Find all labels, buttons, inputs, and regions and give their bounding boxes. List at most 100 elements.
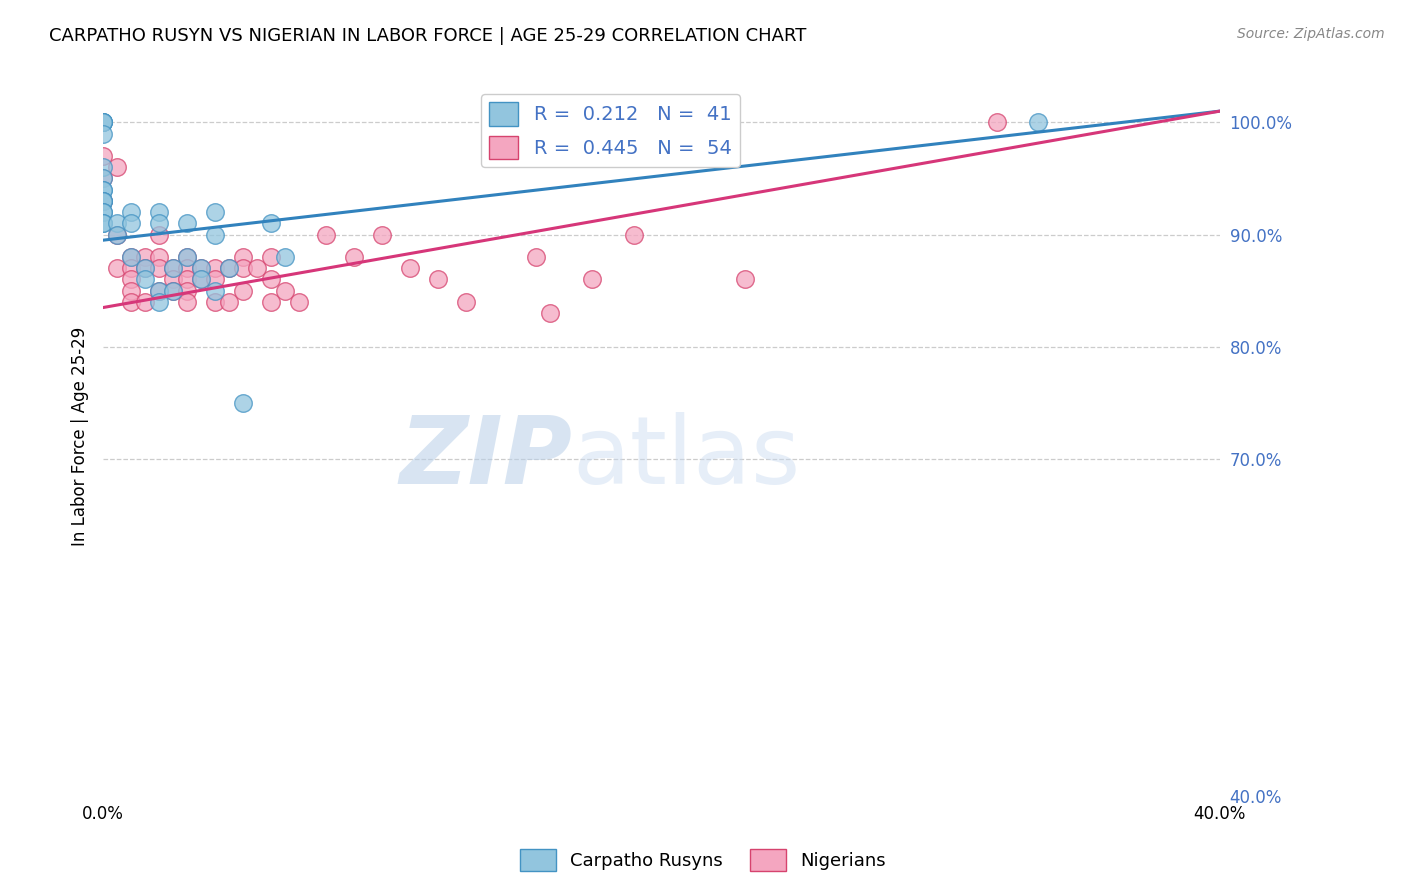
Point xyxy=(120,250,142,264)
Point xyxy=(581,272,603,286)
Point xyxy=(91,194,114,208)
Point xyxy=(162,261,184,276)
Point xyxy=(120,272,142,286)
Point xyxy=(91,205,114,219)
Point xyxy=(105,261,128,276)
Point xyxy=(232,261,254,276)
Point xyxy=(91,115,114,129)
Legend: Carpatho Rusyns, Nigerians: Carpatho Rusyns, Nigerians xyxy=(513,842,893,879)
Point xyxy=(204,294,226,309)
Point xyxy=(190,261,212,276)
Point xyxy=(148,216,170,230)
Point xyxy=(148,227,170,242)
Text: atlas: atlas xyxy=(572,412,800,504)
Text: ZIP: ZIP xyxy=(399,412,572,504)
Point xyxy=(120,205,142,219)
Point xyxy=(986,115,1008,129)
Point xyxy=(454,294,477,309)
Point xyxy=(134,261,156,276)
Point xyxy=(538,306,561,320)
Point xyxy=(204,272,226,286)
Point xyxy=(190,272,212,286)
Point xyxy=(120,216,142,230)
Point xyxy=(623,227,645,242)
Point xyxy=(204,227,226,242)
Point xyxy=(91,216,114,230)
Point xyxy=(91,194,114,208)
Point xyxy=(734,272,756,286)
Point xyxy=(91,171,114,186)
Point xyxy=(162,284,184,298)
Y-axis label: In Labor Force | Age 25-29: In Labor Force | Age 25-29 xyxy=(72,327,89,546)
Point xyxy=(91,216,114,230)
Point xyxy=(120,284,142,298)
Point xyxy=(105,160,128,174)
Point xyxy=(246,261,269,276)
Point xyxy=(218,261,240,276)
Point xyxy=(176,261,198,276)
Point xyxy=(91,183,114,197)
Point xyxy=(120,250,142,264)
Point xyxy=(105,227,128,242)
Point xyxy=(134,294,156,309)
Point xyxy=(148,294,170,309)
Point xyxy=(148,284,170,298)
Point xyxy=(148,205,170,219)
Legend: R =  0.212   N =  41, R =  0.445   N =  54: R = 0.212 N = 41, R = 0.445 N = 54 xyxy=(481,95,740,167)
Text: Source: ZipAtlas.com: Source: ZipAtlas.com xyxy=(1237,27,1385,41)
Point xyxy=(315,227,337,242)
Point xyxy=(91,171,114,186)
Point xyxy=(259,294,281,309)
Point xyxy=(162,284,184,298)
Point xyxy=(105,216,128,230)
Point xyxy=(134,261,156,276)
Point xyxy=(1028,115,1050,129)
Point xyxy=(91,127,114,141)
Point xyxy=(343,250,366,264)
Point xyxy=(105,227,128,242)
Point xyxy=(273,284,295,298)
Point xyxy=(134,250,156,264)
Point xyxy=(148,250,170,264)
Point xyxy=(91,194,114,208)
Point xyxy=(134,272,156,286)
Point xyxy=(120,261,142,276)
Text: CARPATHO RUSYN VS NIGERIAN IN LABOR FORCE | AGE 25-29 CORRELATION CHART: CARPATHO RUSYN VS NIGERIAN IN LABOR FORC… xyxy=(49,27,807,45)
Point xyxy=(91,183,114,197)
Point xyxy=(176,250,198,264)
Point xyxy=(204,261,226,276)
Point xyxy=(176,272,198,286)
Point xyxy=(259,272,281,286)
Point xyxy=(91,160,114,174)
Point xyxy=(91,115,114,129)
Point xyxy=(91,115,114,129)
Point xyxy=(259,250,281,264)
Point xyxy=(287,294,309,309)
Point xyxy=(91,115,114,129)
Point xyxy=(176,250,198,264)
Point xyxy=(91,149,114,163)
Point xyxy=(218,294,240,309)
Point xyxy=(232,284,254,298)
Point xyxy=(232,250,254,264)
Point xyxy=(427,272,450,286)
Point xyxy=(176,216,198,230)
Point xyxy=(399,261,422,276)
Point xyxy=(259,216,281,230)
Point xyxy=(371,227,394,242)
Point xyxy=(204,284,226,298)
Point xyxy=(162,272,184,286)
Point xyxy=(162,261,184,276)
Point xyxy=(190,272,212,286)
Point xyxy=(204,205,226,219)
Point xyxy=(176,294,198,309)
Point xyxy=(524,250,547,264)
Point xyxy=(218,261,240,276)
Point xyxy=(148,284,170,298)
Point xyxy=(148,261,170,276)
Point xyxy=(176,284,198,298)
Point xyxy=(273,250,295,264)
Point xyxy=(91,194,114,208)
Point xyxy=(91,205,114,219)
Point xyxy=(190,261,212,276)
